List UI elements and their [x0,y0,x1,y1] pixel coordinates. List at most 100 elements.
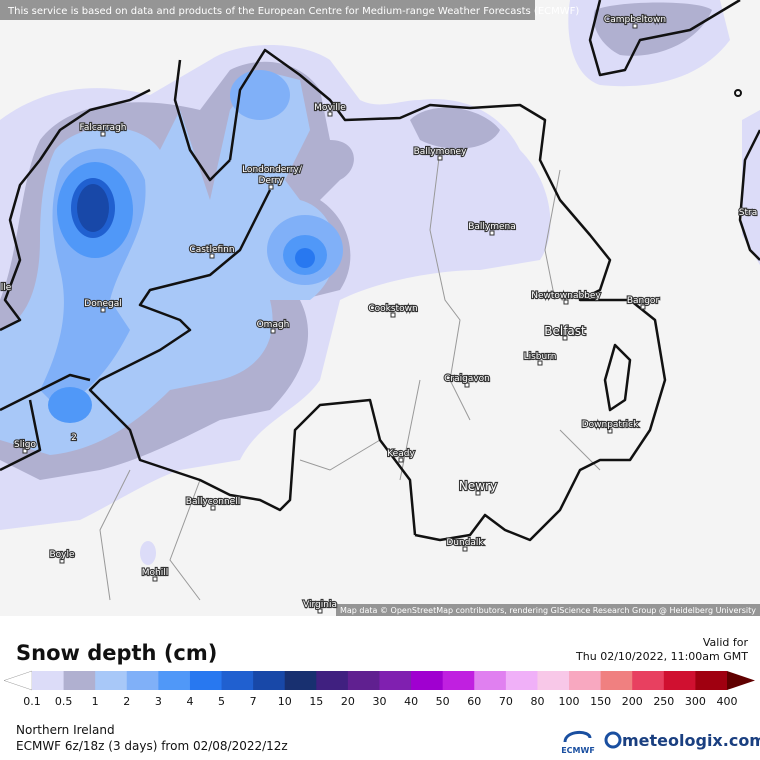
place-name: Newtownabbey [531,291,601,301]
snow-area [140,541,156,565]
island [734,89,742,97]
color-box [32,671,65,690]
place-name: Ballymoney [414,147,468,157]
legend-label: 50 [436,695,450,708]
color-bar: 0.1 0.5 1 2 3 4 5 7 10 15 20 30 40 50 60 70 80 100 150 200 2… [3,670,755,708]
place-name: Falcarragh [79,123,126,133]
valid-label: Valid for [703,636,749,649]
place-marker [152,576,158,582]
place-marker [317,608,323,614]
place-name: Keady [387,449,415,459]
color-box [158,671,191,690]
snow-area [48,387,92,423]
place-name: Sligo [14,440,36,450]
attribution: This service is based on data and produc… [7,6,579,17]
place-name: Campbeltown [604,15,666,25]
place-marker [398,457,404,463]
place-name: Belfast [544,324,586,338]
place-name: Bangor [627,296,660,306]
snow-area [295,248,315,268]
admin-border [99,149,601,601]
legend-label: 300 [685,695,706,708]
attribution-bg [0,0,535,20]
color-box [126,671,159,690]
place-marker [562,335,568,341]
brand-icon [604,731,622,749]
color-box [632,671,665,690]
legend-label: 100 [559,695,580,708]
legend-label: 4 [186,695,193,708]
color-box [600,671,633,690]
place-name: Ballyconnell [186,497,240,507]
legend-label: 5 [218,695,225,708]
place-name: Moville [314,103,346,113]
legend-label: 80 [530,695,544,708]
place-name: Virginia [303,600,337,610]
place-marker [327,111,333,117]
snow-area [593,2,712,56]
place-marker [640,304,646,310]
snow-area [410,107,500,149]
place-marker [59,558,65,564]
place-name: Castlefinn [189,245,234,255]
color-box [695,671,728,690]
coastline [0,59,231,472]
place-name: Londonderry/ [242,165,303,175]
legend-label: 60 [467,695,481,708]
place-name: Newry [459,479,497,493]
legend-label: 40 [404,695,418,708]
place-marker [270,328,276,334]
place-marker [390,312,396,318]
color-box [569,671,602,690]
legend-title: Snow depth (cm) [16,641,217,665]
legend-label: 7 [250,695,257,708]
color-box [316,671,349,690]
legend-label: 10 [278,695,292,708]
place-marker [632,23,638,29]
contour-label: 2 [71,433,77,443]
color-box [442,671,475,690]
place-name: Mohill [142,568,168,578]
legend-label: 250 [653,695,674,708]
place-name: Dundalk [446,538,484,548]
snow-area [77,184,109,232]
legend-label: 0.5 [55,695,73,708]
over-arrow [727,671,755,690]
place-name: lle [1,283,12,293]
place-name: Derry [258,176,284,186]
place-name: Craigavon [444,374,490,384]
coastline [228,48,667,542]
under-arrow [3,670,33,691]
brand: meteologix.com [622,731,760,750]
place-marker [489,230,495,236]
places: Campbeltown Moville Falcarragh Ballymoney Lo… [0,14,758,614]
coastline [603,343,632,412]
legend-label: 15 [309,695,323,708]
place-marker [437,155,443,161]
color-box [63,671,96,690]
place-name: Donegal [84,299,121,309]
legend-label: 30 [373,695,387,708]
map: Campbeltown Moville Falcarragh Ballymoney Lo… [0,0,760,616]
color-box [284,671,317,690]
place-name: Downpatrick [582,420,639,430]
legend-label: 150 [590,695,611,708]
place-name: Cookstown [368,304,417,314]
place-name: Boyle [49,550,75,560]
legend-label: 1 [92,695,99,708]
place-marker [475,490,481,496]
ecmwf-logo: ECMWF [561,746,595,755]
snow-area [742,110,760,265]
place-name: Stra [739,208,757,218]
color-box [95,671,128,690]
legend-label: 20 [341,695,355,708]
color-box [221,671,254,690]
color-box [411,671,444,690]
place-name: Ballymena [468,222,516,232]
place-marker [268,184,274,190]
place-marker [464,382,470,388]
legend-label: 200 [622,695,643,708]
color-box [253,671,286,690]
place-marker [100,307,106,313]
